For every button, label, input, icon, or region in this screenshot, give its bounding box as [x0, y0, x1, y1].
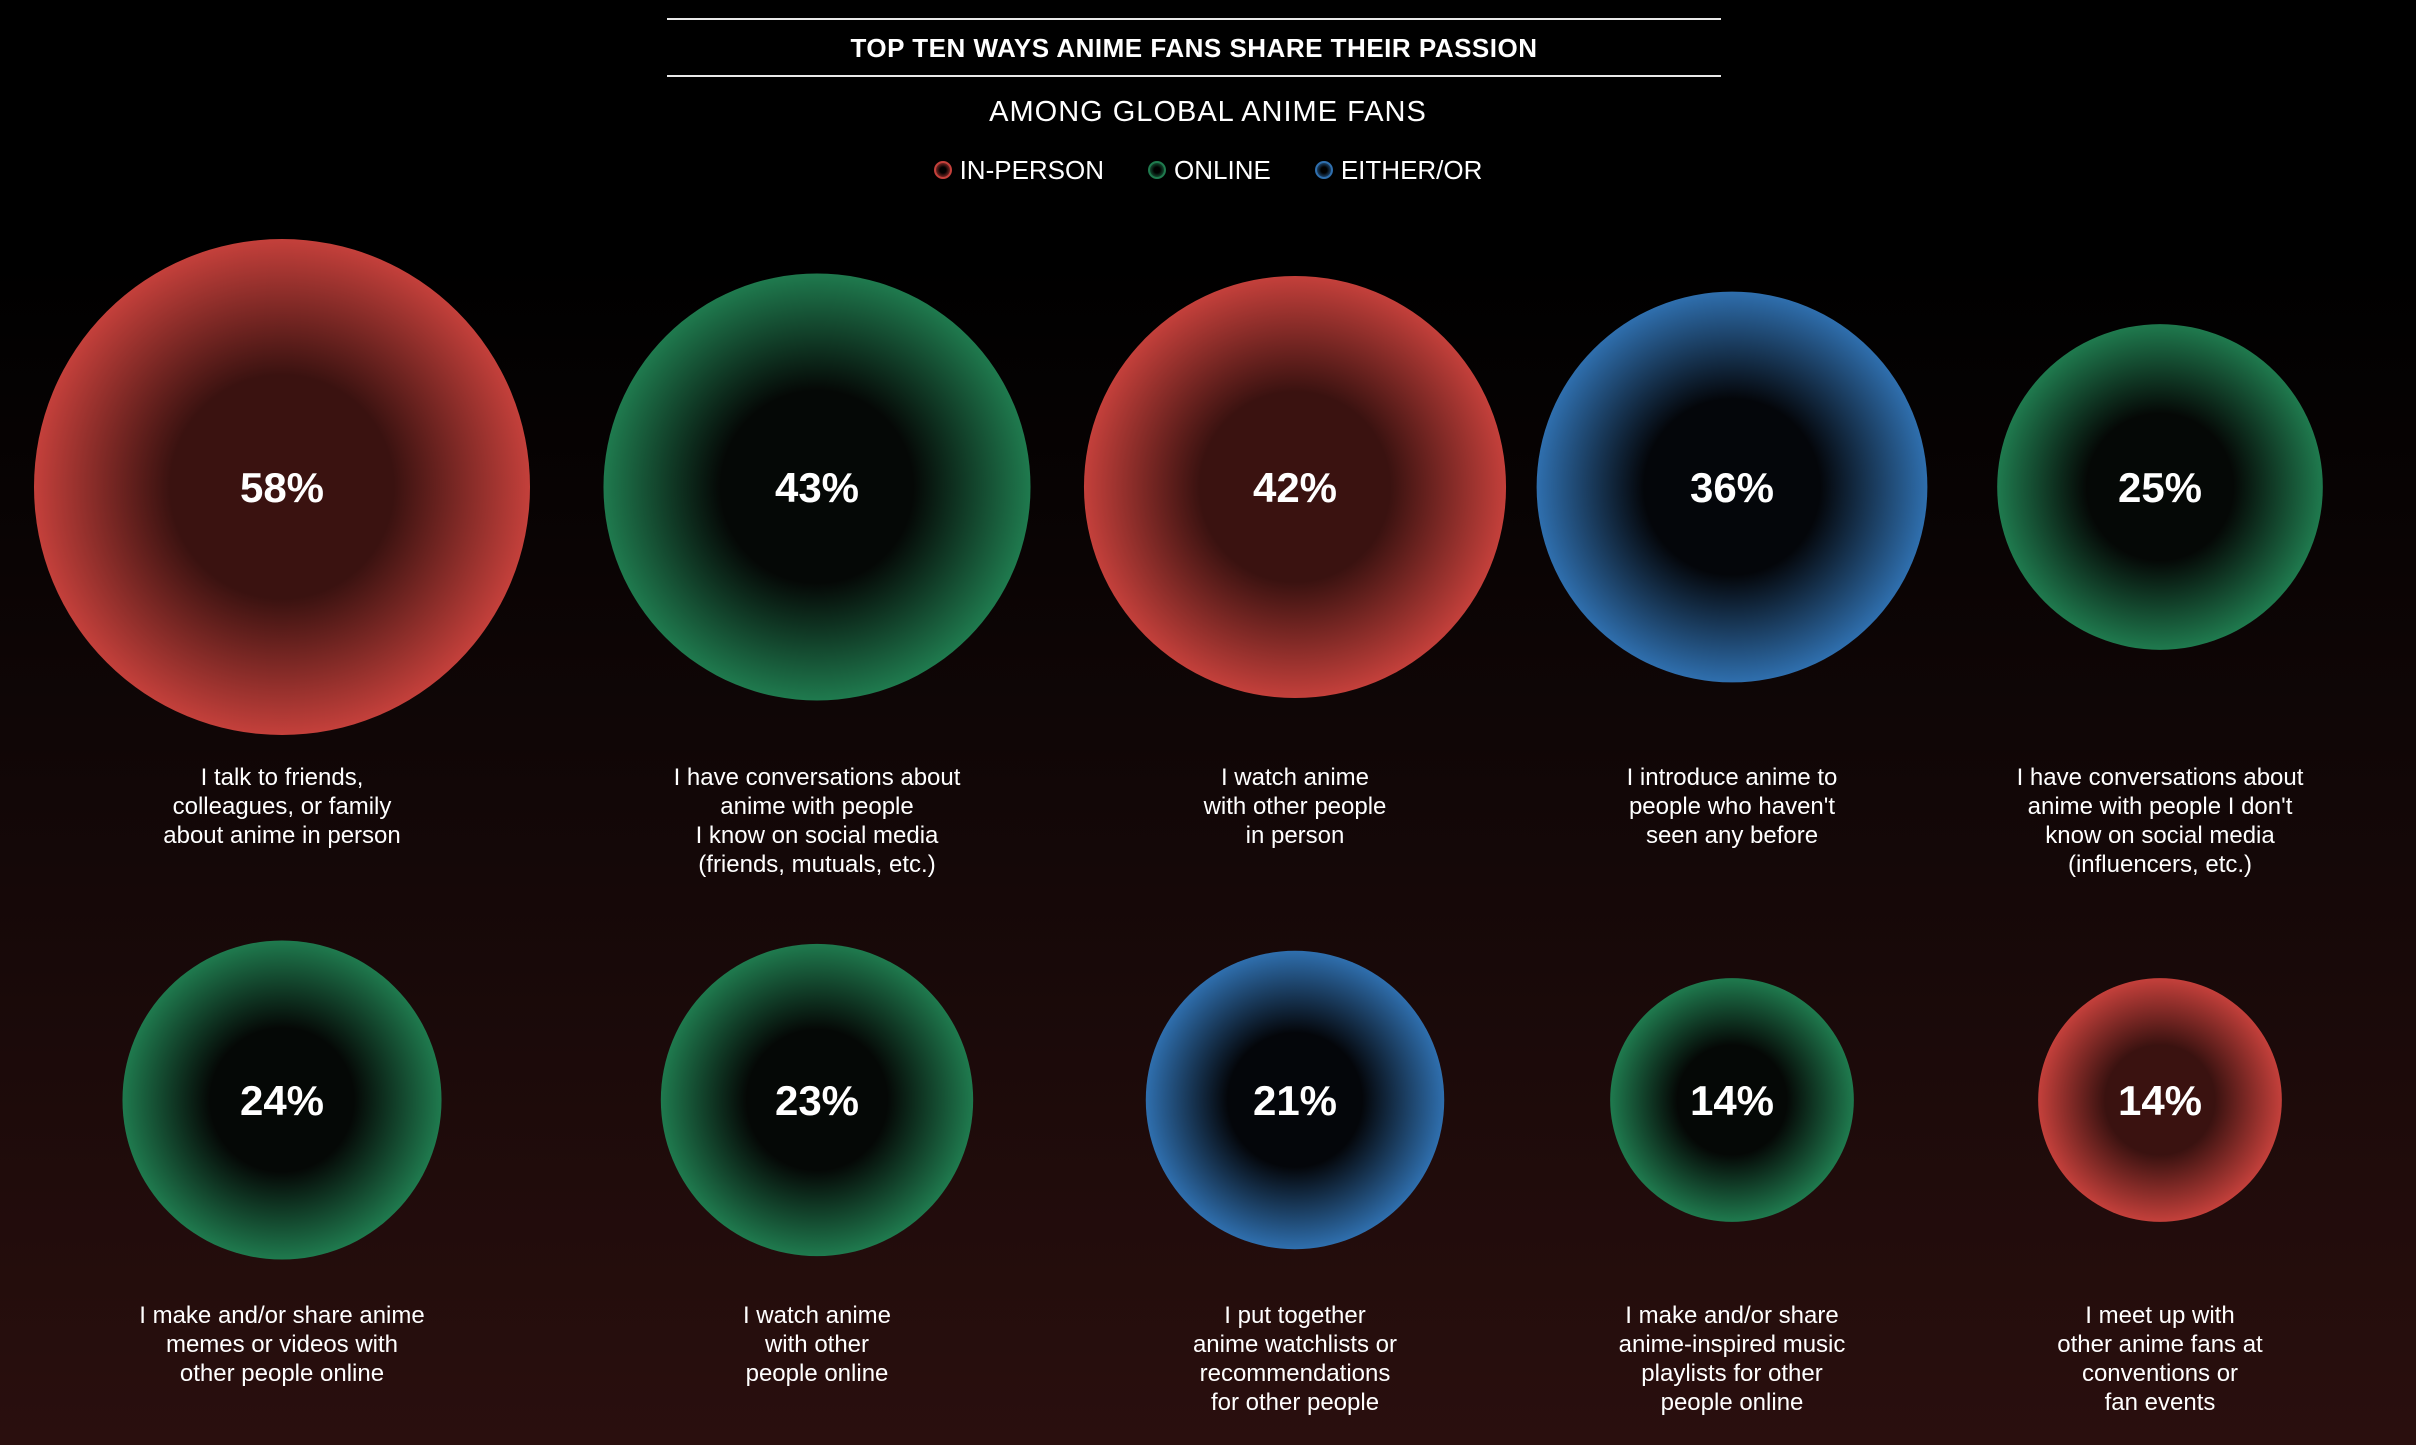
bubble-label-10: I meet up with other anime fans at convent…: [2057, 1302, 2263, 1416]
bubble-label-line: I introduce anime to: [1627, 764, 1838, 791]
bubble-label-line: I talk to friends,: [201, 764, 364, 791]
bubble-label-line: I have conversations about: [2017, 764, 2304, 791]
bubble-label-line: anime-inspired music: [1619, 1331, 1846, 1358]
bubble-label-line: with other: [764, 1331, 869, 1358]
title-rule-top: [667, 18, 1721, 20]
bubble-8: [1145, 950, 1445, 1250]
bubble-value-1: 58%: [240, 464, 324, 511]
bubble-label-line: I know on social media: [696, 822, 939, 849]
bubble-value-2: 43%: [775, 464, 859, 511]
legend-swatch-online: [1148, 161, 1167, 179]
bubble-label-line: about anime in person: [163, 822, 401, 849]
bubble-label-3: I watch anime with other people in person: [1203, 764, 1387, 849]
bubble-label-line: with other people: [1203, 793, 1387, 820]
chart-title: TOP TEN WAYS ANIME FANS SHARE THEIR PASS…: [850, 33, 1538, 63]
bubble-label-line: playlists for other: [1641, 1360, 1822, 1387]
bubble-label-line: colleagues, or family: [173, 793, 392, 820]
legend-swatch-in-person: [933, 161, 952, 179]
legend: IN-PERSON ONLINE EITHER/OR: [0, 152, 2416, 188]
bubble-label-line: know on social media: [2045, 822, 2275, 849]
bubble-value-5: 25%: [2118, 464, 2202, 511]
legend-label-online: ONLINE: [1174, 155, 1271, 185]
bubble-value-10: 14%: [2118, 1077, 2202, 1124]
bubble-label-1: I talk to friends, colleagues, or family a…: [163, 764, 401, 849]
bubble-7: [660, 943, 974, 1257]
bubble-10: [2038, 978, 2282, 1222]
bubble-label-line: recommendations: [1200, 1360, 1391, 1387]
bubble-label-line: I make and/or share: [1625, 1302, 1838, 1329]
bubble-label-5: I have conversations about anime with peo…: [2017, 764, 2304, 878]
bubble-9: [1610, 978, 1854, 1222]
bubble-label-7: I watch anime with other people online: [743, 1302, 891, 1387]
bubble-label-line: anime with people I don't: [2028, 793, 2293, 820]
bubble-label-9: I make and/or share anime-inspired music p…: [1619, 1302, 1846, 1416]
bubble-label-line: for other people: [1211, 1389, 1379, 1416]
bubble-2: [603, 273, 1031, 701]
bubble-value-8: 21%: [1253, 1077, 1337, 1124]
legend-label-in-person: IN-PERSON: [959, 155, 1105, 185]
legend-label-either-or: EITHER/OR: [1340, 155, 1483, 185]
chart-header: TOP TEN WAYS ANIME FANS SHARE THEIR PASS…: [0, 0, 2416, 200]
legend-item-in-person: IN-PERSON: [933, 152, 1105, 188]
bubble-value-6: 24%: [240, 1077, 324, 1124]
bubble-4: [1536, 291, 1928, 683]
chart-subtitle: AMONG GLOBAL ANIME FANS: [989, 96, 1427, 128]
bubble-label-8: I put together anime watchlists or recomme…: [1193, 1302, 1397, 1416]
bubble-label-line: fan events: [2105, 1389, 2216, 1416]
bubble-label-line: people who haven't: [1629, 793, 1835, 820]
bubble-label-2: I have conversations about anime with peo…: [674, 764, 961, 878]
bubble-label-line: I have conversations about: [674, 764, 961, 791]
bubble-value-7: 23%: [775, 1077, 859, 1124]
bubble-label-line: anime with people: [720, 793, 913, 820]
bubble-label-line: people online: [746, 1360, 889, 1387]
bubble-label-line: (friends, mutuals, etc.): [698, 851, 935, 878]
bubble-label-line: conventions or: [2082, 1360, 2238, 1387]
bubble-label-line: I watch anime: [743, 1302, 891, 1329]
bubble-label-4: I introduce anime to people who haven't se…: [1627, 764, 1838, 849]
bubble-value-3: 42%: [1253, 464, 1337, 511]
bubble-label-line: I make and/or share anime: [139, 1302, 424, 1329]
bubble-label-line: I put together: [1224, 1302, 1365, 1329]
bubble-label-line: I watch anime: [1221, 764, 1369, 791]
legend-item-online: ONLINE: [1148, 152, 1271, 188]
bubble-label-line: other anime fans at: [2057, 1331, 2263, 1358]
bubble-label-line: I meet up with: [2085, 1302, 2234, 1329]
bubble-label-line: memes or videos with: [166, 1331, 398, 1358]
bubble-label-line: in person: [1246, 822, 1345, 849]
bubble-value-4: 36%: [1690, 464, 1774, 511]
title-rule-bottom: [667, 75, 1721, 77]
bubble-label-line: anime watchlists or: [1193, 1331, 1397, 1358]
bubble-5: [1997, 324, 2323, 650]
bubble-value-9: 14%: [1690, 1077, 1774, 1124]
legend-item-either-or: EITHER/OR: [1314, 152, 1483, 188]
bubble-1: [34, 239, 530, 735]
bubble-label-line: other people online: [180, 1360, 384, 1387]
bubble-label-6: I make and/or share anime memes or videos…: [139, 1302, 424, 1387]
bubble-label-line: people online: [1661, 1389, 1804, 1416]
bubble-label-line: seen any before: [1646, 822, 1818, 849]
bubble-6: [122, 940, 442, 1260]
bubble-label-line: (influencers, etc.): [2068, 851, 2252, 878]
legend-swatch-either-or: [1314, 161, 1333, 179]
bubble-3: [1083, 275, 1507, 699]
